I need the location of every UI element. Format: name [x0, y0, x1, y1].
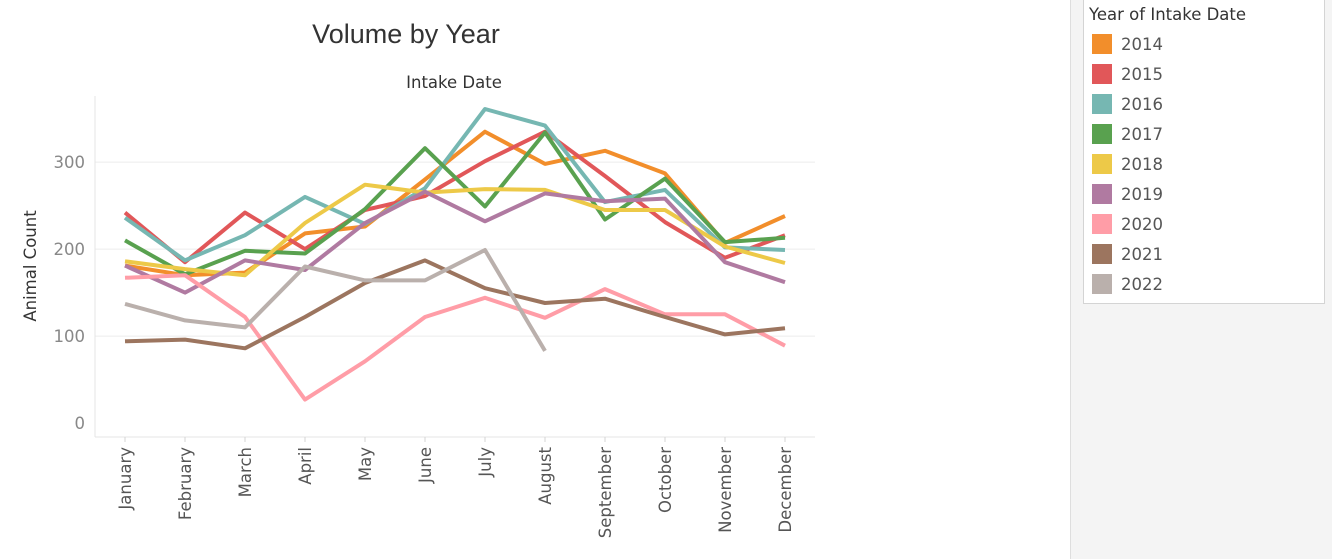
y-tick-label: 100 [54, 327, 86, 346]
legend-label: 2020 [1121, 215, 1163, 234]
series-line-2020 [124, 273, 786, 402]
x-tick-label: December [776, 447, 795, 533]
legend-swatch [1092, 94, 1112, 114]
legend-item-2018[interactable]: 2018 [1092, 154, 1312, 176]
legend-item-2020[interactable]: 2020 [1092, 214, 1312, 236]
legend-label: 2021 [1121, 245, 1163, 264]
x-tick-label: October [656, 447, 675, 513]
x-tick-label: August [536, 446, 555, 504]
legend-item-2017[interactable]: 2017 [1092, 124, 1312, 146]
legend-item-2021[interactable]: 2021 [1092, 244, 1312, 266]
series-line-2022 [124, 248, 547, 352]
x-tick-label: March [236, 447, 255, 497]
chart-subtitle: Intake Date [406, 73, 502, 92]
x-tick-label: September [596, 447, 615, 538]
legend-item-2019[interactable]: 2019 [1092, 184, 1312, 206]
legend-label: 2022 [1121, 275, 1163, 294]
legend-swatch [1092, 244, 1112, 264]
y-axis-label: Animal Count [21, 210, 40, 322]
legend: Year of Intake Date 2014 2015 2016 2017 2018… [1083, 0, 1325, 304]
x-tick-label: May [356, 447, 375, 481]
y-tick-label: 200 [54, 240, 86, 259]
x-tick-label: June [416, 447, 435, 484]
axes: 0 100 200 300 January February March April May Ju… [54, 96, 815, 538]
chart-title: Volume by Year [312, 19, 500, 49]
legend-label: 2019 [1121, 185, 1163, 204]
series-lines [123, 107, 786, 402]
legend-item-2015[interactable]: 2015 [1092, 64, 1312, 86]
x-tick-label: April [296, 447, 315, 485]
x-tick-label: January [116, 447, 135, 511]
legend-label: 2017 [1121, 125, 1163, 144]
legend-label: 2018 [1121, 155, 1163, 174]
series-line-2017 [124, 130, 786, 277]
x-tick-label: February [176, 447, 195, 520]
legend-swatch [1092, 274, 1112, 294]
legend-item-2022[interactable]: 2022 [1092, 274, 1312, 296]
series-line-2019 [124, 189, 786, 295]
series-line-2016 [123, 107, 786, 263]
legend-swatch [1092, 154, 1112, 174]
x-tick-label: July [476, 447, 495, 478]
legend-swatch [1092, 214, 1112, 234]
series-line-2021 [124, 258, 786, 351]
y-tick-label: 0 [75, 414, 86, 433]
series-line-2018 [124, 182, 786, 278]
legend-title: Year of Intake Date [1089, 5, 1247, 24]
legend-panel: Year of Intake Date 2014 2015 2016 2017 2018… [1070, 0, 1332, 559]
y-tick-label: 300 [54, 153, 86, 172]
legend-item-2014[interactable]: 2014 [1092, 34, 1312, 56]
legend-swatch [1092, 124, 1112, 144]
legend-label: 2015 [1121, 65, 1163, 84]
line-chart: 0 100 200 300 January February March April May Ju… [21, 19, 815, 538]
legend-label: 2014 [1121, 35, 1163, 54]
legend-label: 2016 [1121, 95, 1163, 114]
legend-swatch [1092, 64, 1112, 84]
legend-item-2016[interactable]: 2016 [1092, 94, 1312, 116]
legend-swatch [1092, 184, 1112, 204]
legend-swatch [1092, 34, 1112, 54]
x-tick-label: November [716, 447, 735, 533]
